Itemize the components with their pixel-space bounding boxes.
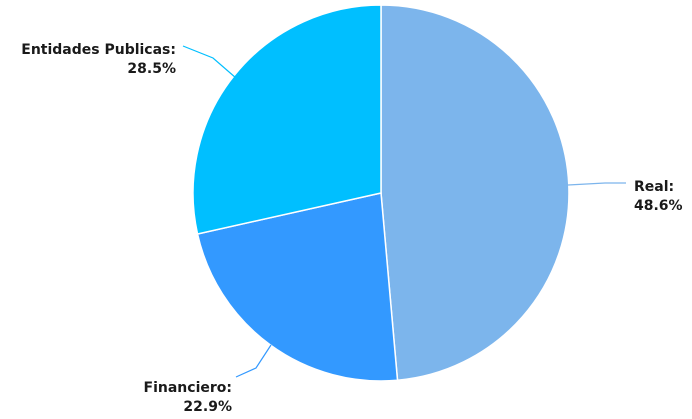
leader-line-financiero xyxy=(235,344,272,378)
slice-labels: Real: 48.6% Financiero: 22.9% Entidades Publ… xyxy=(21,42,682,415)
slice-label-entidades-publicas: Entidades Publicas: 28.5% xyxy=(21,42,176,77)
pie-slices xyxy=(192,4,570,382)
pie-slice-financiero[interactable] xyxy=(196,192,399,382)
slice-label-name: Entidades Publicas: xyxy=(21,42,176,58)
leader-line-entidades-publicas xyxy=(182,45,237,79)
slice-label-value: 28.5% xyxy=(127,61,176,77)
slice-label-name: Financiero: xyxy=(144,380,232,396)
slice-label-name: Real: xyxy=(634,179,674,195)
pie-slice-real[interactable] xyxy=(380,4,570,382)
pie-slice-entidades-publicas[interactable] xyxy=(192,4,382,235)
leader-line-real xyxy=(567,182,626,186)
slice-label-real: Real: 48.6% xyxy=(634,179,683,214)
slice-label-value: 48.6% xyxy=(634,198,683,214)
slice-label-financiero: Financiero: 22.9% xyxy=(144,380,232,415)
slice-label-value: 22.9% xyxy=(183,399,232,415)
leader-lines xyxy=(182,45,626,378)
